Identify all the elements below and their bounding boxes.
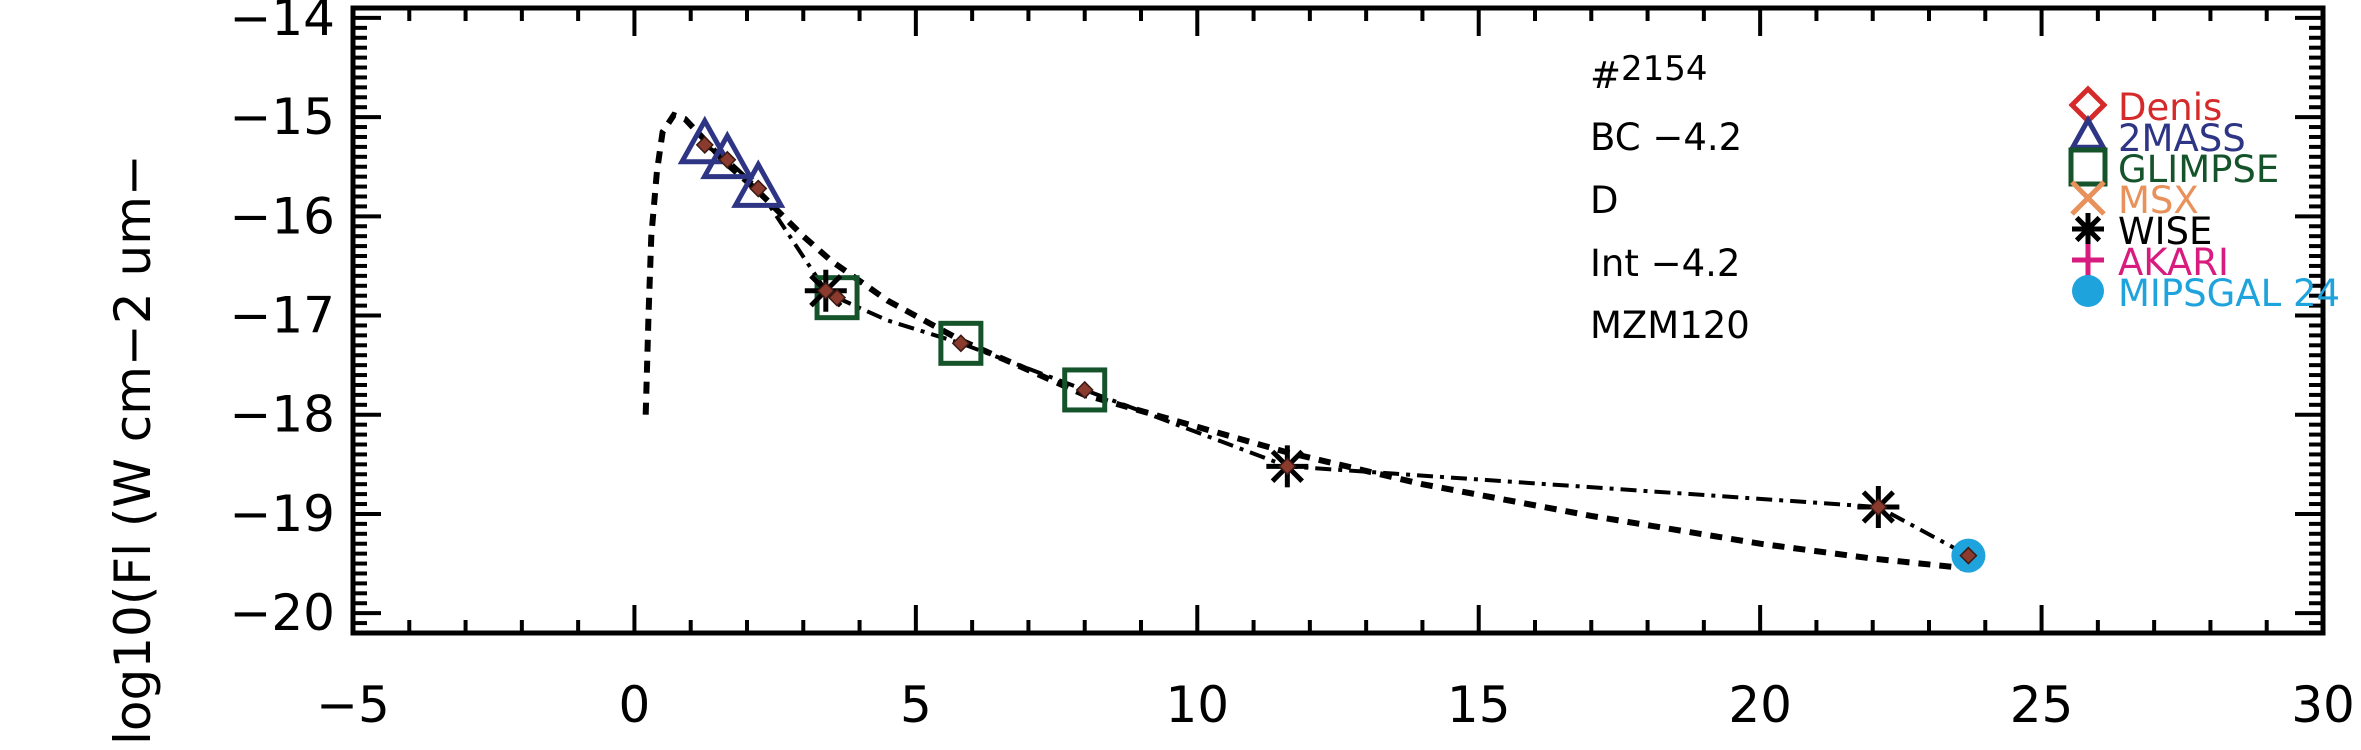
legend-item-akari: AKARI — [2072, 241, 2229, 284]
legend-item-2mass: 2MASS — [2068, 114, 2246, 160]
legend-item-msx: MSX — [2070, 179, 2199, 222]
y-tick-label: −15 — [229, 88, 335, 146]
data-points — [677, 115, 1986, 573]
x-tick-label: 25 — [2010, 676, 2074, 734]
legend-marker-2mass-shape — [2068, 114, 2108, 150]
legend-label-2mass: 2MASS — [2118, 117, 2246, 160]
legend-marker-msx-stroke — [2070, 180, 2106, 216]
glimpse-point-shape — [1062, 367, 1108, 413]
x-tick-label: −5 — [316, 676, 390, 734]
legend-label-wise: WISE — [2118, 210, 2212, 253]
inner-point — [718, 150, 737, 169]
legend-item-wise: WISE — [2072, 210, 2212, 253]
annotation-model: MZM120 — [1590, 304, 1750, 347]
legend-marker-mipsgal-24-shape — [2072, 275, 2104, 307]
legend-marker-wise — [2072, 213, 2104, 245]
annotation-id: #2154 — [1590, 49, 1708, 97]
y-tick-label: −18 — [229, 386, 335, 444]
y-tick-label: −19 — [229, 485, 335, 543]
2mass-point-shape — [731, 159, 786, 208]
legend-item-glimpse: GLIMPSE — [2068, 147, 2279, 191]
inner-point — [816, 281, 835, 300]
inner-point — [695, 135, 714, 154]
tick-labels: −5 0 5 10 15 20 25 30 −20 −19 −18 −17 −16 −15 −14 — [229, 0, 2354, 734]
legend-label-akari: AKARI — [2118, 241, 2229, 284]
annotation-bc: BC −4.2 — [1590, 116, 1742, 159]
curves — [642, 111, 1970, 572]
legend-marker-2mass — [2068, 114, 2108, 150]
x-tick-label: 20 — [1728, 676, 1792, 734]
inner-point — [1075, 380, 1094, 400]
inner-point — [1869, 497, 1888, 517]
legend-marker-glimpse-shape — [2068, 147, 2108, 187]
y-tick-label: −16 — [229, 187, 335, 245]
inner-point — [1278, 457, 1297, 476]
legend-marker-mipsgal-24 — [2072, 275, 2104, 307]
legend-marker-wise-stroke — [2074, 215, 2102, 243]
2mass-point — [731, 159, 786, 208]
y-tick-label: −14 — [229, 0, 335, 47]
x-tick-label: 30 — [2291, 676, 2355, 734]
inner-point — [827, 288, 847, 307]
plot-frame — [350, 5, 2326, 636]
glimpse-point-shape — [938, 320, 984, 366]
legend-label-glimpse: GLIMPSE — [2118, 148, 2279, 191]
2mass-point — [677, 115, 732, 165]
legend-label-mipsgal-24: MIPSGAL 24 — [2118, 272, 2340, 315]
legend-marker-msx — [2070, 180, 2106, 216]
annotation-class: D — [1590, 179, 1619, 222]
annotation-int: Int −4.2 — [1590, 242, 1740, 285]
legend-label-msx: MSX — [2118, 179, 2199, 222]
2mass-point — [700, 130, 755, 180]
y-tick-label: −17 — [229, 287, 335, 345]
annotation-id-number: 2154 — [1621, 49, 1708, 89]
x-tick-label: 10 — [1165, 676, 1229, 734]
legend-item-denis: Denis — [2068, 85, 2222, 129]
x-tick-label: 15 — [1447, 676, 1511, 734]
legend-marker-akari — [2072, 244, 2104, 276]
inner-point — [1959, 546, 1978, 565]
annotations: #2154 BC −4.2 D Int −4.2 MZM120 — [1590, 49, 1750, 347]
y-axis-label: log10(Fl (W cm−2 um− — [104, 154, 162, 745]
model-curve — [642, 111, 1969, 572]
legend-label-denis: Denis — [2118, 86, 2222, 129]
2mass-point-shape — [700, 130, 755, 180]
x-tick-label: 0 — [619, 676, 651, 734]
glimpse-point — [1062, 367, 1108, 413]
observed-line — [703, 143, 1970, 558]
glimpse-point — [938, 320, 984, 366]
legend-marker-glimpse — [2068, 147, 2108, 187]
annotation-id-hash: # — [1590, 54, 1621, 97]
legend-item-mipsgal-24: MIPSGAL 24 — [2072, 272, 2340, 315]
x-tick-label: 5 — [900, 676, 932, 734]
2mass-point-shape — [677, 115, 732, 165]
inner-point — [749, 179, 768, 198]
y-tick-label: −20 — [229, 584, 335, 642]
inner-point — [951, 334, 970, 353]
